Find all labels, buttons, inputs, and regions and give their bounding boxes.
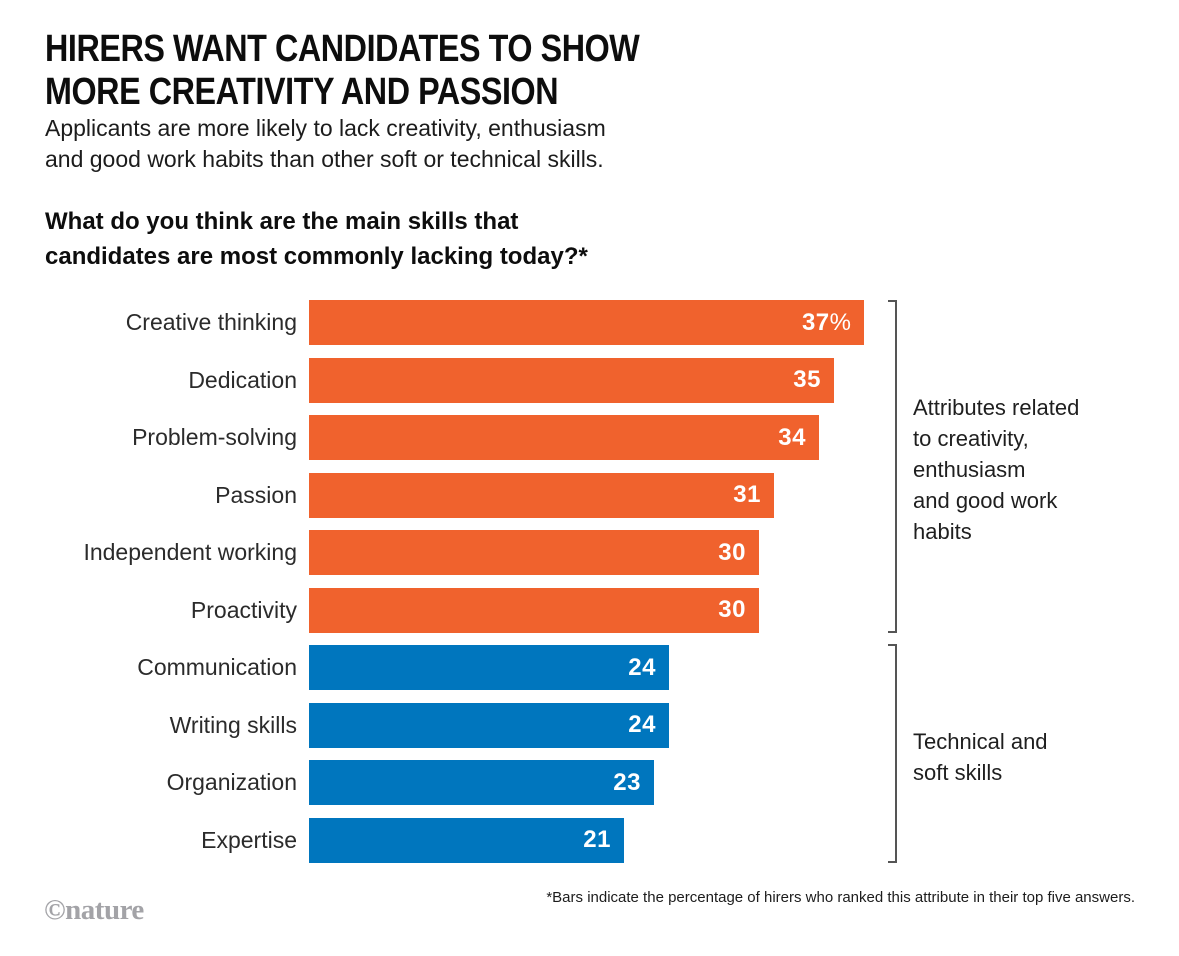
bar-track: 30 — [309, 530, 864, 575]
title-line-1: HIRERS WANT CANDIDATES TO SHOW — [45, 28, 640, 70]
bar-track: 23 — [309, 760, 864, 805]
bar-creativity: 35 — [309, 357, 834, 403]
subtitle-line-2: and good work habits than other soft or … — [45, 146, 604, 172]
category-label: Communication — [137, 654, 297, 680]
bar-row: Proactivity 30 — [45, 587, 876, 633]
bar-row: Independent working 30 — [45, 530, 876, 575]
category-label: Expertise — [201, 826, 297, 853]
category-label: Writing skills — [169, 711, 297, 738]
bar-creativity: 30 — [309, 587, 759, 633]
value-suffix: % — [829, 308, 851, 336]
bar-technical: 21 — [309, 817, 624, 863]
category-label: Dedication — [188, 366, 297, 393]
bracket-creativity-group — [888, 300, 897, 633]
value-label: 30 — [718, 538, 746, 566]
bar-row: Passion 31 — [45, 472, 876, 518]
question-line-1: What do you think are the main skills th… — [45, 208, 519, 235]
category-label: Proactivity — [190, 596, 297, 623]
annotation-technical-group: Technical and soft skills — [913, 729, 1048, 785]
bar-row: Creative thinking 37% — [45, 300, 876, 345]
bar-row: Expertise 21 — [45, 817, 876, 863]
bar-technical: 23 — [309, 760, 654, 805]
question-line-2: candidates are most commonly lacking tod… — [45, 243, 588, 270]
category-label: Creative thinking — [125, 309, 297, 335]
title-line-2: MORE CREATIVITY AND PASSION — [45, 71, 559, 113]
value-label: 31 — [733, 481, 761, 508]
bar-technical: 24 — [309, 645, 669, 690]
value-label: 21 — [583, 826, 611, 853]
value-label: 30 — [718, 596, 746, 623]
page-title: HIRERS WANT CANDIDATES TO SHOW MORE CREA… — [45, 28, 640, 114]
category-label: Organization — [166, 769, 297, 795]
bar-chart: Creative thinking 37% Dedication 35 Problem-… — [45, 300, 876, 875]
category-label: Problem-solving — [132, 424, 297, 450]
bar-track: 34 — [309, 415, 864, 460]
footnote: *Bars indicate the percentage of hirers … — [546, 889, 1135, 906]
bar-row: Dedication 35 — [45, 357, 876, 403]
bar-track: 31 — [309, 472, 864, 518]
value-label: 24 — [628, 653, 656, 681]
category-label: Passion — [215, 481, 297, 508]
value-label: 35 — [793, 366, 821, 393]
value-label: 23 — [613, 768, 641, 796]
subtitle: Applicants are more likely to lack creat… — [45, 113, 606, 175]
nature-logo: ©nature — [44, 894, 144, 926]
value-label: 37% — [801, 308, 851, 336]
bar-track: 37% — [309, 300, 864, 345]
bar-creativity: 37% — [309, 300, 864, 345]
value-label: 24 — [628, 711, 656, 738]
bar-row: Organization 23 — [45, 760, 876, 805]
bar-technical: 24 — [309, 702, 669, 748]
bracket-technical-group — [888, 644, 897, 863]
bar-track: 35 — [309, 357, 864, 403]
bar-track: 30 — [309, 587, 864, 633]
annotation-creativity-group: Attributes related to creativity, enthus… — [913, 395, 1080, 544]
bar-creativity: 34 — [309, 415, 819, 460]
bar-row: Writing skills 24 — [45, 702, 876, 748]
bar-track: 24 — [309, 645, 864, 690]
bar-track: 21 — [309, 817, 864, 863]
bar-row: Communication 24 — [45, 645, 876, 690]
bar-creativity: 31 — [309, 472, 774, 518]
subtitle-line-1: Applicants are more likely to lack creat… — [45, 115, 606, 141]
value-label: 34 — [778, 423, 806, 451]
category-label: Independent working — [83, 539, 297, 565]
chart-question: What do you think are the main skills th… — [45, 204, 588, 274]
bar-track: 24 — [309, 702, 864, 748]
bar-row: Problem-solving 34 — [45, 415, 876, 460]
bar-creativity: 30 — [309, 530, 759, 575]
